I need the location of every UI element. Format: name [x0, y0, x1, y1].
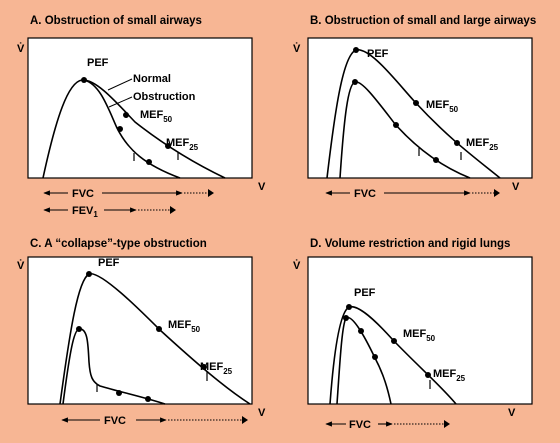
panel-c-y-axis-label: V̇	[17, 259, 25, 272]
panel-b-obstruction-mef50-point	[393, 122, 399, 128]
panel-a-y-axis-label: V̇	[17, 42, 25, 55]
panel-d-normal-mef25-point	[425, 372, 431, 378]
panel-d-restriction-pef-point	[343, 315, 349, 321]
panel-b-fvc-label: FVC	[354, 188, 376, 200]
panel-a-fvc-label: FVC	[72, 188, 94, 200]
panel-b-normal-curve	[326, 49, 501, 179]
panel-c-collapse-pef-point	[76, 326, 82, 332]
panel-c-x-axis-label: V	[258, 407, 266, 419]
panel-c-collapse-mef50-point	[116, 390, 122, 396]
panel-a-obstruction-mef50-point	[117, 126, 123, 132]
panel-b-title: B. Obstruction of small and large airway…	[310, 15, 536, 27]
panel-a-obstruction-leader	[108, 96, 133, 108]
panel-a-fvc-dotted-arrowhead	[208, 189, 214, 197]
panel-d-title: D. Volume restriction and rigid lungs	[310, 238, 510, 250]
panel-a-title: A. Obstruction of small airways	[30, 15, 202, 27]
panel-b-pef-label: PEF	[367, 48, 389, 60]
panel-b-y-axis-label: V̇	[293, 42, 301, 55]
panel-c-normal-pef-point	[86, 271, 92, 277]
panel-c-collapse-mef25-point	[145, 396, 151, 402]
panel-d-plot-area	[307, 256, 533, 405]
panel-a-pef-point	[81, 77, 87, 83]
panel-a-normal-mef25-point	[165, 143, 171, 149]
panel-d-fvc-dotted-arrowhead	[444, 420, 450, 428]
panel-b-normal-mef25-point	[454, 140, 460, 146]
panel-d-x-axis-label: V	[508, 407, 516, 419]
panel-c-normal-curve	[59, 273, 251, 405]
panel-d-restriction-mef25-point	[372, 354, 378, 360]
panel-c-title: C. A “collapse”-type obstruction	[30, 238, 207, 250]
panel-c-fvc-label: FVC	[104, 415, 126, 427]
panel-d: D. Volume restriction and rigid lungs V̇…	[293, 238, 533, 431]
panel-a-fev1-dotted-arrowhead	[170, 206, 176, 214]
panel-c-normal-mef25-point	[201, 364, 207, 370]
panel-a-plot-area	[27, 37, 253, 179]
panel-a-mef50-label: MEF50	[140, 109, 173, 124]
panel-c-fvc-dotted-arrowhead	[242, 416, 248, 424]
panel-c-mef50-label: MEF50	[168, 319, 201, 334]
panel-d-fvc-label: FVC	[349, 419, 371, 431]
panel-b: B. Obstruction of small and large airway…	[293, 15, 536, 200]
panel-c-pef-label: PEF	[98, 257, 120, 269]
panel-b-obstruction-pef-point	[352, 79, 358, 85]
panel-a-normal-leader	[107, 78, 133, 91]
panel-b-x-axis-label: V	[512, 181, 520, 193]
panel-a-mef25-label: MEF25	[166, 137, 199, 152]
panel-d-normal-pef-point	[346, 304, 352, 310]
panel-c-mef25-label: MEF25	[200, 361, 233, 376]
panel-a-normal-curve	[42, 79, 226, 179]
panel-a-normal-label: Normal	[133, 73, 171, 85]
panel-b-obstruction-mef25-point	[433, 157, 439, 163]
panel-a-pef-label: PEF	[87, 57, 109, 69]
panel-a: A. Obstruction of small airways V̇ PEF N…	[17, 15, 266, 219]
panel-d-pef-label: PEF	[354, 287, 376, 299]
panel-d-y-axis-label: V̇	[293, 259, 301, 272]
panel-a-x-axis-label: V	[258, 181, 266, 193]
panel-a-normal-mef50-point	[123, 112, 129, 118]
panel-a-obstruction-label: Obstruction	[133, 91, 196, 103]
panel-c-plot-area	[27, 256, 253, 405]
panel-d-normal-mef50-point	[391, 338, 397, 344]
panel-d-mef50-label: MEF50	[403, 328, 436, 343]
panel-c: C. A “collapse”-type obstruction V̇ PEF …	[17, 238, 266, 427]
panel-b-fvc-dotted-arrowhead	[494, 189, 500, 197]
panel-d-restriction-curve	[336, 316, 392, 405]
panel-a-fev1-label: FEV1	[72, 205, 98, 219]
panel-c-normal-mef50-point	[156, 326, 162, 332]
panel-a-obstruction-mef25-point	[146, 159, 152, 165]
panel-a-obstruction-curve	[83, 79, 181, 179]
panel-b-mef25-label: MEF25	[466, 137, 499, 152]
panel-b-normal-pef-point	[353, 47, 359, 53]
panel-d-mef25-label: MEF25	[433, 368, 466, 383]
panel-b-mef50-label: MEF50	[426, 99, 459, 114]
panel-b-normal-mef50-point	[413, 100, 419, 106]
panel-d-restriction-mef50-point	[358, 328, 364, 334]
